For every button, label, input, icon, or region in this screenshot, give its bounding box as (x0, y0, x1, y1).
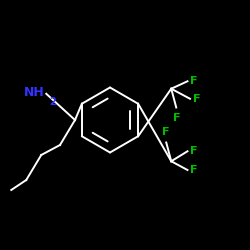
Text: F: F (190, 146, 198, 156)
Text: F: F (190, 76, 198, 86)
Text: F: F (190, 165, 198, 175)
Text: F: F (172, 113, 180, 123)
Text: 2: 2 (49, 97, 56, 107)
Text: NH: NH (24, 86, 45, 99)
Text: F: F (162, 127, 170, 137)
Text: F: F (192, 94, 200, 104)
